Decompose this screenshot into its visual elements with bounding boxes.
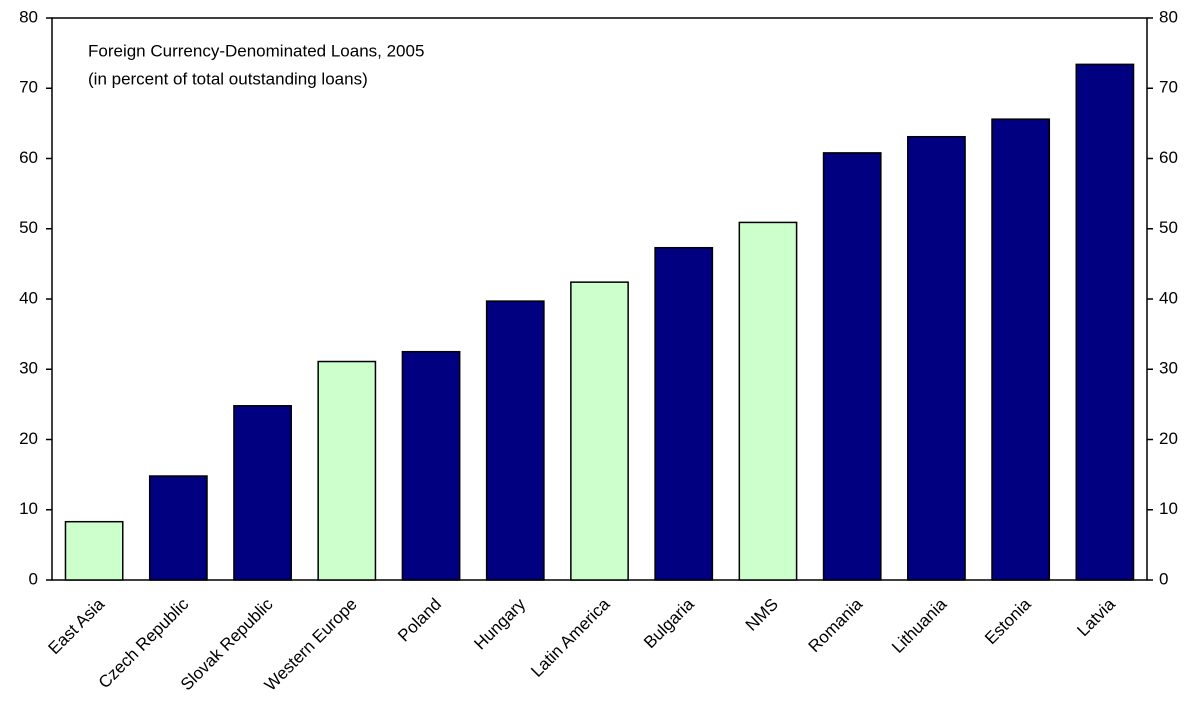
y2-tick-label: 20: [1159, 429, 1178, 448]
chart-title: Foreign Currency-Denominated Loans, 2005: [88, 41, 424, 60]
y-tick-label: 60: [19, 148, 38, 167]
bar: [907, 135, 966, 581]
bar: [570, 281, 629, 581]
x-tick-label: East Asia: [45, 594, 109, 658]
y2-tick-label: 50: [1159, 218, 1178, 237]
y-tick-label: 20: [19, 429, 38, 448]
bar: [822, 152, 882, 581]
y2-tick-label: 40: [1159, 288, 1178, 307]
y2-tick-label: 10: [1159, 499, 1178, 518]
x-tick-label: Hungary: [470, 594, 529, 653]
y-tick-label: 50: [19, 218, 38, 237]
bar: [233, 405, 292, 581]
x-tick-label: Latin America: [527, 594, 614, 681]
bar: [485, 300, 545, 581]
y-tick-label: 70: [19, 78, 38, 97]
y-tick-label: 40: [19, 288, 38, 307]
y2-tick-label: 80: [1159, 7, 1178, 26]
x-tick-label: Latvia: [1073, 594, 1119, 640]
bar: [654, 246, 714, 581]
bar: [317, 360, 377, 581]
bar: [64, 520, 124, 581]
y2-tick-label: 0: [1159, 569, 1168, 588]
chart-subtitle: (in percent of total outstanding loans): [88, 69, 368, 88]
bar: [1075, 63, 1135, 581]
y-tick-label: 30: [19, 359, 38, 378]
x-tick-label: Romania: [805, 594, 867, 656]
bar: [738, 221, 798, 581]
x-tick-label: NMS: [742, 595, 782, 635]
y-tick-label: 80: [19, 7, 38, 26]
bar: [991, 118, 1051, 581]
bar: [401, 350, 461, 581]
x-tick-label: Estonia: [981, 594, 1035, 648]
x-tick-label: Poland: [394, 595, 445, 646]
y2-tick-label: 70: [1159, 78, 1178, 97]
x-tick-label: Bulgaria: [640, 594, 698, 652]
y-tick-label: 0: [29, 569, 38, 588]
x-tick-label: Western Europe: [261, 595, 361, 695]
bar: [148, 475, 208, 581]
x-tick-label: Lithuania: [888, 594, 951, 657]
x-tick-label: Czech Republic: [95, 594, 193, 692]
y-tick-label: 10: [19, 499, 38, 518]
y2-tick-label: 30: [1159, 359, 1178, 378]
y2-tick-label: 60: [1159, 148, 1178, 167]
